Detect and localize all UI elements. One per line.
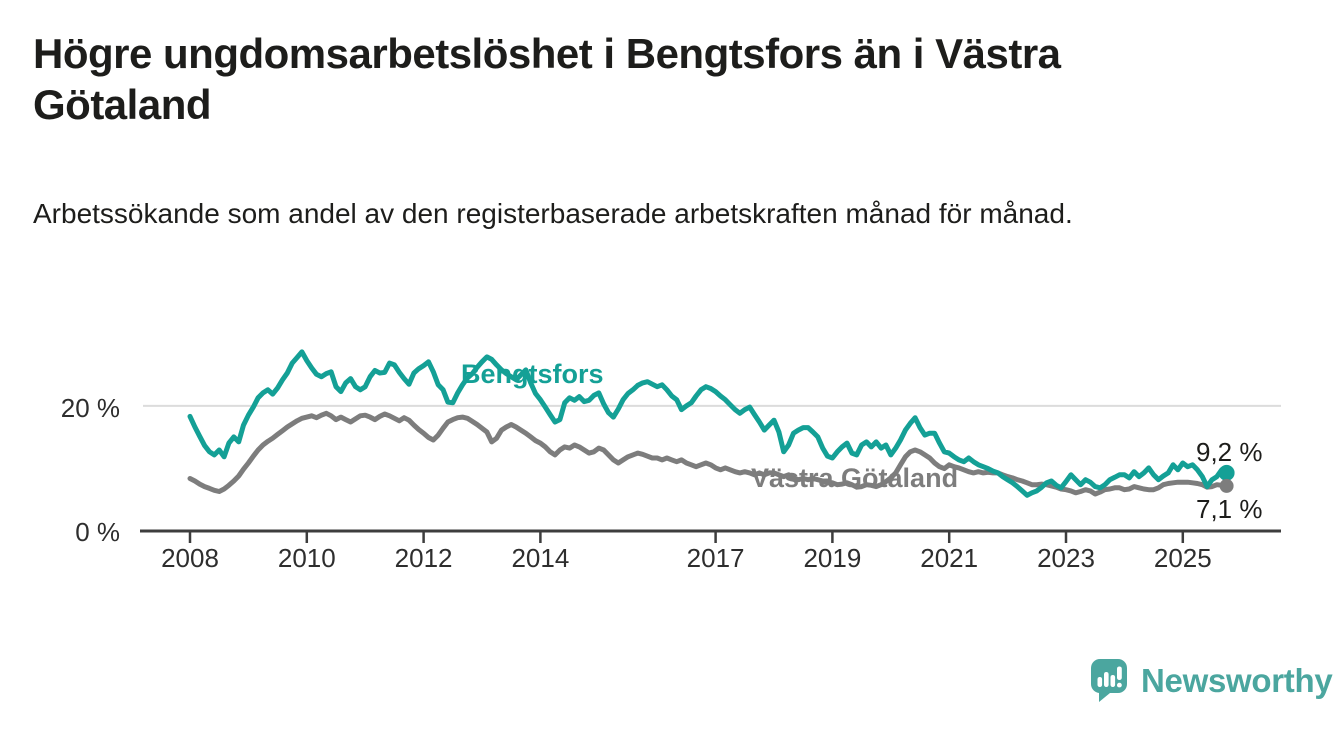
- newsworthy-logo-text: Newsworthy: [1141, 662, 1333, 699]
- chart-title: Högre ungdomsarbetslöshet i Bengtsfors ä…: [33, 30, 1061, 129]
- end-value-label-bengtsfors: 9,2 %: [1196, 437, 1263, 467]
- x-axis-tick-label-2023: 2023: [1037, 543, 1095, 573]
- newsworthy-logo: Newsworthy: [1089, 657, 1333, 705]
- x-axis-tick-label-2014: 2014: [511, 543, 570, 573]
- end-value-label-vastra-gotaland: 7,1 %: [1196, 494, 1263, 524]
- x-axis-tick-label-2025: 2025: [1153, 543, 1212, 573]
- x-axis-tick-label-2021: 2021: [920, 543, 979, 573]
- bar-chart-speech-bubble-icon: [1090, 659, 1127, 702]
- series-label-vastra-gotaland: Västra Götaland: [751, 463, 959, 493]
- y-axis-tick-label-20: 20 %: [60, 393, 120, 423]
- x-axis-tick-label-2010: 2010: [277, 543, 336, 573]
- end-dot-v-stra-g-taland: [1219, 478, 1234, 493]
- x-axis-tick-label-2012: 2012: [394, 543, 453, 573]
- end-dot-bengtsfors: [1218, 464, 1235, 481]
- x-axis-tick-label-2019: 2019: [803, 543, 862, 573]
- chart-subtitle: Arbetssökande som andel av den registerb…: [33, 198, 1073, 229]
- x-axis-tick-label-2008: 2008: [161, 543, 219, 573]
- series-label-bengtsfors: Bengtsfors: [461, 359, 604, 389]
- series-line-v-stra-g-taland: [187, 410, 1230, 497]
- x-axis-tick-label-2017: 2017: [686, 543, 745, 573]
- series-line-bengtsfors: [187, 349, 1230, 498]
- y-axis-tick-label-0: 0 %: [75, 517, 120, 547]
